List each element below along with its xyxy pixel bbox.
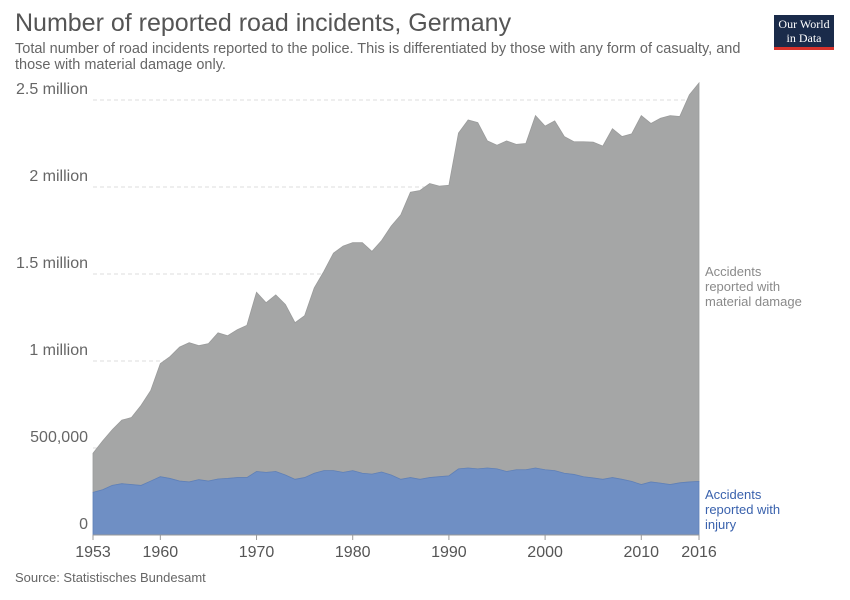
y-tick-label-4: 2 million [29,168,88,185]
logo-line-1: Our World [778,17,830,31]
x-tick-label-7: 2016 [681,544,717,561]
x-tick-label-1: 1960 [143,544,179,561]
x-tick-label-6: 2010 [623,544,659,561]
x-tick-label-4: 1990 [431,544,467,561]
y-tick-label-1: 500,000 [30,429,88,446]
chart-title: Number of reported road incidents, Germa… [15,9,512,37]
y-tick-label-0: 0 [79,516,88,533]
y-tick-label-5: 2.5 million [16,81,88,98]
series-label-injury-line-1: reported with [705,502,780,517]
series-label-material-line-1: reported with [705,279,780,294]
y-tick-label-2: 1 million [29,342,88,359]
x-tick-label-3: 1980 [335,544,371,561]
x-tick-label-0: 1953 [75,544,111,561]
area-material-damage [92,81,700,493]
area-injury [92,467,700,536]
chart-subtitle: Total number of road incidents reported … [15,41,741,73]
series-label-injury-line-0: Accidents [705,487,762,502]
series-label-material-line-2: material damage [705,294,802,309]
series-label-injury-line-2: injury [705,517,737,532]
series-label-material-line-0: Accidents [705,264,762,279]
owid-logo[interactable]: Our World in Data [774,15,834,50]
logo-line-2: in Data [786,31,822,45]
x-tick-label-5: 2000 [527,544,563,561]
y-tick-label-3: 1.5 million [16,255,88,272]
source-note: Source: Statistisches Bundesamt [15,570,206,585]
x-tick-label-2: 1970 [239,544,275,561]
